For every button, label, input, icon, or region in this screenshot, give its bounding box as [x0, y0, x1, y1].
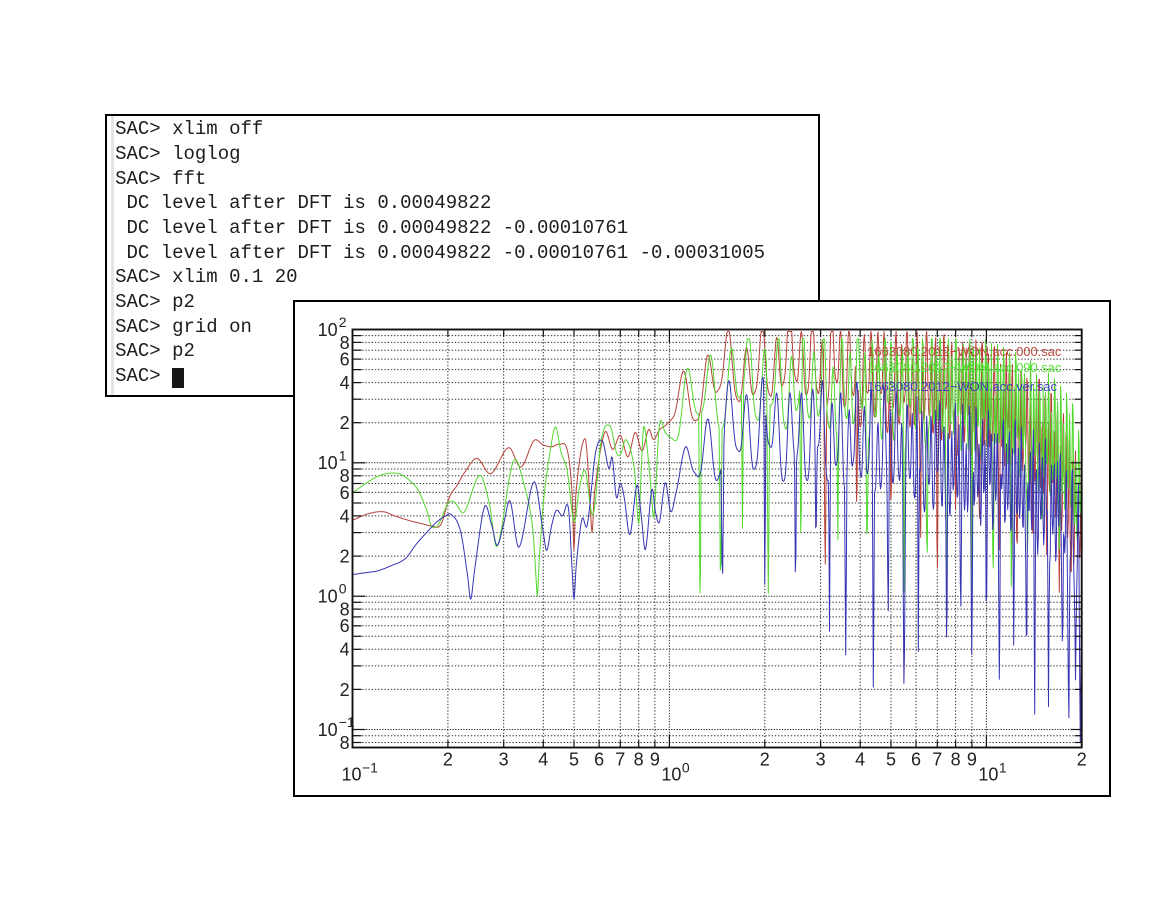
svg-text:1: 1 [999, 760, 1007, 776]
svg-text:3: 3 [499, 750, 509, 770]
svg-text:2: 2 [443, 750, 453, 770]
svg-text:10: 10 [318, 453, 338, 473]
svg-text:7: 7 [932, 750, 942, 770]
svg-text:2: 2 [340, 413, 350, 433]
svg-text:2: 2 [760, 750, 770, 770]
svg-text:6: 6 [911, 750, 921, 770]
svg-text:4: 4 [340, 640, 350, 660]
svg-text:1663080.2012−WON.acc.090.sac: 1663080.2012−WON.acc.090.sac [867, 360, 1062, 375]
svg-text:4: 4 [340, 506, 350, 526]
svg-text:8: 8 [340, 466, 350, 486]
svg-text:1: 1 [339, 447, 347, 463]
svg-text:8: 8 [340, 600, 350, 620]
svg-text:10: 10 [318, 320, 338, 340]
svg-text:3: 3 [816, 750, 826, 770]
svg-text:6: 6 [340, 616, 350, 636]
svg-text:10: 10 [318, 720, 338, 740]
svg-text:2: 2 [340, 680, 350, 700]
svg-text:10: 10 [318, 587, 338, 607]
svg-text:8: 8 [951, 750, 961, 770]
svg-text:6: 6 [340, 350, 350, 370]
svg-text:0: 0 [682, 760, 690, 776]
svg-text:−1: −1 [362, 760, 378, 776]
svg-text:5: 5 [569, 750, 579, 770]
svg-text:6: 6 [594, 750, 604, 770]
svg-text:8: 8 [340, 333, 350, 353]
svg-text:10: 10 [978, 765, 998, 785]
svg-text:8: 8 [340, 733, 350, 753]
svg-text:2: 2 [340, 547, 350, 567]
svg-text:4: 4 [340, 373, 350, 393]
svg-text:1663080.2012−WON.acc.ver.sac: 1663080.2012−WON.acc.ver.sac [867, 379, 1057, 394]
svg-text:−1: −1 [339, 714, 355, 730]
svg-text:4: 4 [538, 750, 548, 770]
svg-text:5: 5 [886, 750, 896, 770]
svg-text:10: 10 [341, 765, 361, 785]
svg-text:2: 2 [1077, 750, 1087, 770]
svg-text:0: 0 [339, 581, 347, 597]
svg-text:8: 8 [634, 750, 644, 770]
svg-text:6: 6 [340, 483, 350, 503]
svg-text:2: 2 [339, 314, 347, 330]
svg-text:9: 9 [650, 750, 660, 770]
svg-text:9: 9 [967, 750, 977, 770]
svg-text:10: 10 [661, 765, 681, 785]
svg-text:4: 4 [855, 750, 865, 770]
svg-text:1663080.2012−WON.acc.000.sac: 1663080.2012−WON.acc.000.sac [867, 344, 1062, 359]
svg-text:7: 7 [615, 750, 625, 770]
